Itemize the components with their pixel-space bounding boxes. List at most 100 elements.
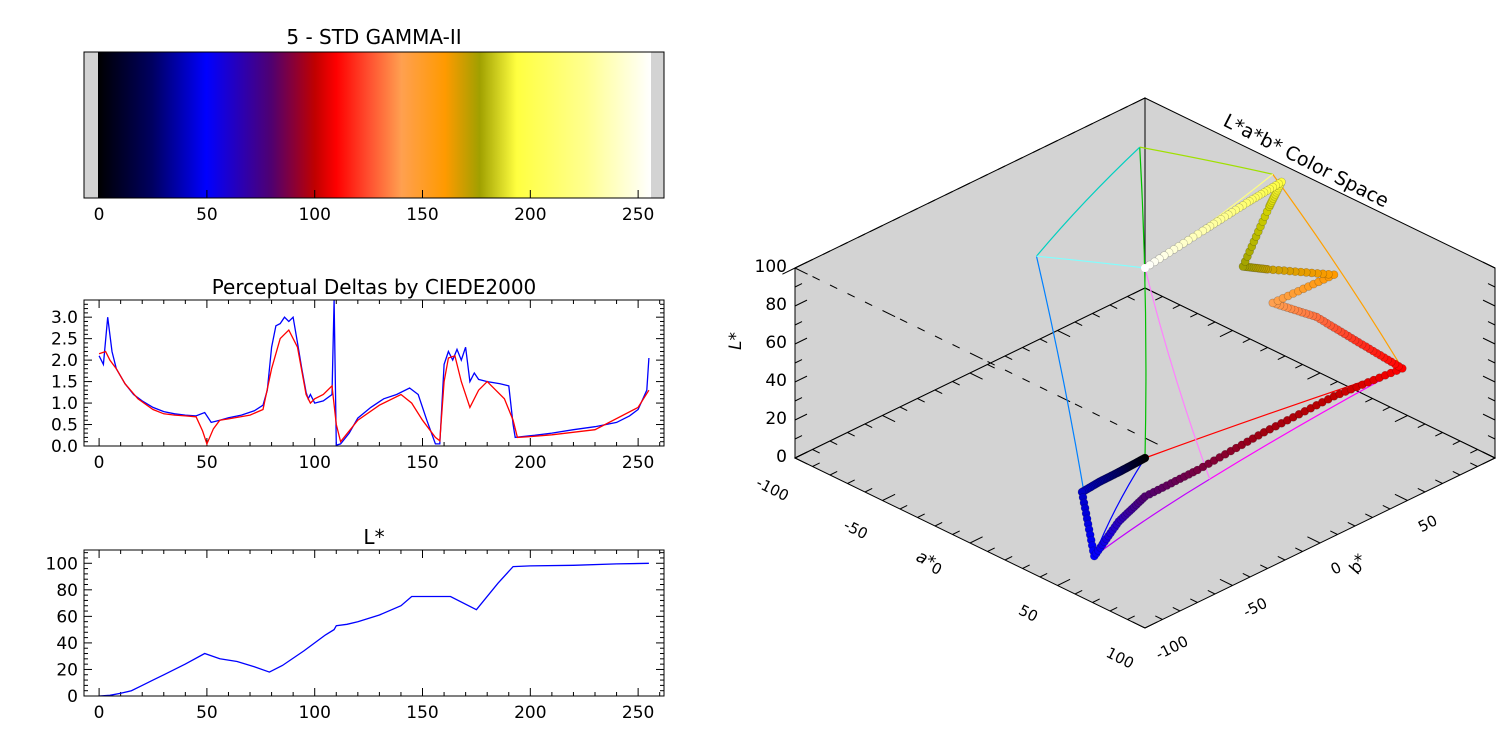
lstar-y-tick-label: 40 bbox=[56, 634, 78, 654]
lab-l-tick-label: 100 bbox=[755, 257, 787, 277]
colorbar-x-ticks: 0 50 100 150 200 250 bbox=[94, 190, 654, 225]
lab-l-tick-right bbox=[1487, 321, 1496, 326]
lab-b-tick-top bbox=[1120, 106, 1128, 111]
lab-l-tick-right bbox=[1482, 375, 1496, 383]
lab-b-tick-back bbox=[812, 449, 820, 454]
deltas-axes: 0 50 100 150 200 250 0.00.51.01.52.02.53.0 bbox=[51, 299, 664, 473]
lab-a-tick bbox=[1022, 564, 1030, 569]
lab-b-tick-top bbox=[927, 199, 936, 204]
lab-a-tick bbox=[1092, 598, 1100, 603]
lab-a-tick-back bbox=[1219, 330, 1233, 338]
deltas-x-tick-label: 100 bbox=[298, 453, 330, 473]
lab-b-tick-back bbox=[1092, 313, 1100, 318]
lab-b-tick bbox=[1452, 471, 1461, 476]
lab-l-tick bbox=[794, 359, 803, 364]
lab-b-tick-label: 0 bbox=[1328, 558, 1345, 578]
deltas-y-tick-label: 2.0 bbox=[51, 351, 78, 371]
lab-l-tick-right bbox=[1487, 397, 1496, 402]
lab-l-tick-label: 80 bbox=[765, 295, 787, 315]
lab-gamut-edge bbox=[1272, 173, 1403, 369]
lab-b-tick-top bbox=[822, 250, 831, 255]
lab-a-tick-back bbox=[1242, 338, 1251, 343]
lab-b-tick-label: 50 bbox=[1415, 511, 1440, 536]
lab-b-tick-back bbox=[1074, 321, 1083, 326]
lstar-y-tick-label: 100 bbox=[46, 554, 78, 574]
lab-b-tick-top bbox=[910, 208, 918, 213]
lab-b-tick-top bbox=[857, 233, 866, 238]
colorbar-panel: 5 - STD GAMMA-II 0 50 100 150 200 250 bbox=[83, 25, 665, 225]
lab-l-tick-label: 20 bbox=[765, 409, 787, 429]
lab-gamut-edge bbox=[1209, 367, 1403, 480]
lab-a-tick-back bbox=[1365, 398, 1373, 403]
lab-a-tick bbox=[934, 522, 943, 527]
lab-b-tick-top bbox=[957, 182, 971, 190]
lab-a-tick bbox=[969, 536, 983, 544]
colorbar-tick-label: 250 bbox=[622, 205, 654, 225]
lab-b-tick-back bbox=[952, 381, 960, 386]
lab-b-tick-label: -100 bbox=[1153, 632, 1192, 663]
lab-b-label: b* bbox=[1345, 551, 1372, 578]
lab-b-tick bbox=[1330, 530, 1338, 535]
colorbar-pad-right bbox=[651, 52, 664, 198]
lstar-x-tick-label: 200 bbox=[514, 703, 546, 723]
lab-a-tick bbox=[917, 513, 925, 518]
lab-b-tick bbox=[1470, 462, 1478, 467]
lab-gamut-edge bbox=[1036, 255, 1146, 269]
deltas-y-tick-label: 2.5 bbox=[51, 330, 78, 350]
lab-l-tick-right bbox=[1482, 451, 1496, 459]
lab-a-tick-top bbox=[864, 301, 873, 306]
deltas-series bbox=[98, 300, 650, 446]
lab-a-tick bbox=[952, 530, 960, 535]
lab-b-tick-back bbox=[1109, 304, 1118, 309]
colorbar-gradient bbox=[98, 52, 651, 198]
lab-l-tick-right bbox=[1482, 299, 1496, 307]
deltas-y-tick-label: 0.0 bbox=[51, 437, 78, 457]
lab-l-tick bbox=[794, 435, 803, 440]
lab-a-tick-top bbox=[1022, 378, 1030, 383]
lab-b-tick bbox=[1382, 505, 1391, 510]
lab-z-label: L* bbox=[726, 332, 746, 350]
lab-a-tick bbox=[1144, 621, 1158, 629]
lab-a-tick-back bbox=[1452, 440, 1461, 445]
lstar-y-tick-label: 80 bbox=[56, 581, 78, 601]
lab-b-tick bbox=[1207, 590, 1216, 595]
lab-a-tick bbox=[1127, 615, 1135, 620]
lab-b-tick-back bbox=[1004, 355, 1013, 360]
lab-a-tick bbox=[1039, 573, 1048, 578]
lab-a-tick-top bbox=[969, 352, 983, 360]
lstar-y-tick-label: 0 bbox=[67, 687, 78, 707]
lab-l-tick bbox=[794, 337, 808, 345]
lab-b-tick-top bbox=[980, 174, 988, 179]
deltas-title: Perceptual Deltas by CIEDE2000 bbox=[212, 275, 537, 299]
lab-a-tick bbox=[829, 471, 838, 476]
lab-b-tick bbox=[1435, 479, 1443, 484]
lab-a-tick-top bbox=[829, 284, 838, 289]
lab-l-tick bbox=[794, 397, 803, 402]
lab-l-tick-right bbox=[1487, 359, 1496, 364]
lab-l-tick-label: 40 bbox=[765, 371, 787, 391]
lab-a-tick-back bbox=[1470, 449, 1478, 454]
lab-a-tick bbox=[987, 547, 995, 552]
lab-l-tick bbox=[794, 283, 803, 288]
lab-b-tick-back bbox=[987, 364, 995, 369]
lab-a-tick-back bbox=[1155, 296, 1163, 301]
lab-b-tick-back bbox=[934, 389, 943, 394]
lab-a-tick-top bbox=[1057, 395, 1071, 403]
lab-b-tick bbox=[1132, 621, 1146, 629]
lab-a-tick-back bbox=[1260, 347, 1268, 352]
lab-a-tick-back bbox=[1435, 432, 1443, 437]
lab-b-tick bbox=[1260, 564, 1268, 569]
lab-a-tick-label: -100 bbox=[753, 474, 792, 505]
deltas-y-tick-label: 0.5 bbox=[51, 416, 78, 436]
lab-l-tick bbox=[794, 299, 808, 307]
lab-a-tick-label: 100 bbox=[1103, 644, 1137, 673]
deltas-y-tick-label: 3.0 bbox=[51, 308, 78, 328]
lab-b-tick bbox=[1277, 556, 1286, 561]
lstar-x-tick-label: 50 bbox=[196, 703, 218, 723]
lab-b-tick bbox=[1190, 598, 1198, 603]
lab-a-tick-top bbox=[812, 276, 820, 281]
lab-b-tick-top bbox=[1067, 131, 1076, 136]
lab-a-tick-top bbox=[1092, 412, 1100, 417]
lab-a-tick-back bbox=[1190, 313, 1198, 318]
